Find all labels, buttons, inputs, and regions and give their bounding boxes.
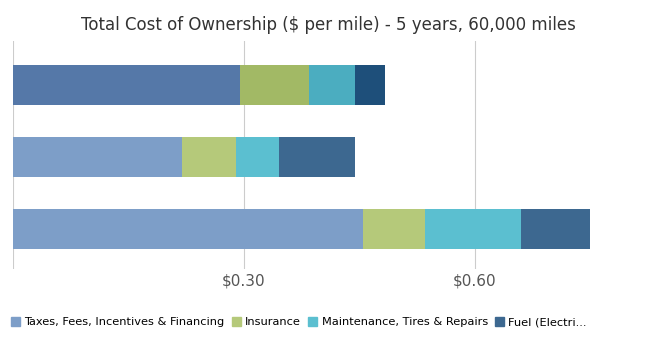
Bar <box>424 209 521 249</box>
Bar <box>363 209 424 249</box>
Bar <box>13 65 240 105</box>
Bar <box>521 209 590 249</box>
Bar <box>355 65 384 105</box>
Bar <box>279 137 355 177</box>
Bar <box>13 137 183 177</box>
Title: Total Cost of Ownership ($ per mile) - 5 years, 60,000 miles: Total Cost of Ownership ($ per mile) - 5… <box>81 16 576 34</box>
Bar <box>309 65 355 105</box>
Bar <box>237 137 279 177</box>
Bar <box>183 137 237 177</box>
Bar <box>13 209 363 249</box>
Bar <box>240 65 309 105</box>
Legend: Taxes, Fees, Incentives & Financing, Insurance, Maintenance, Tires & Repairs, Fu: Taxes, Fees, Incentives & Financing, Ins… <box>6 312 591 332</box>
